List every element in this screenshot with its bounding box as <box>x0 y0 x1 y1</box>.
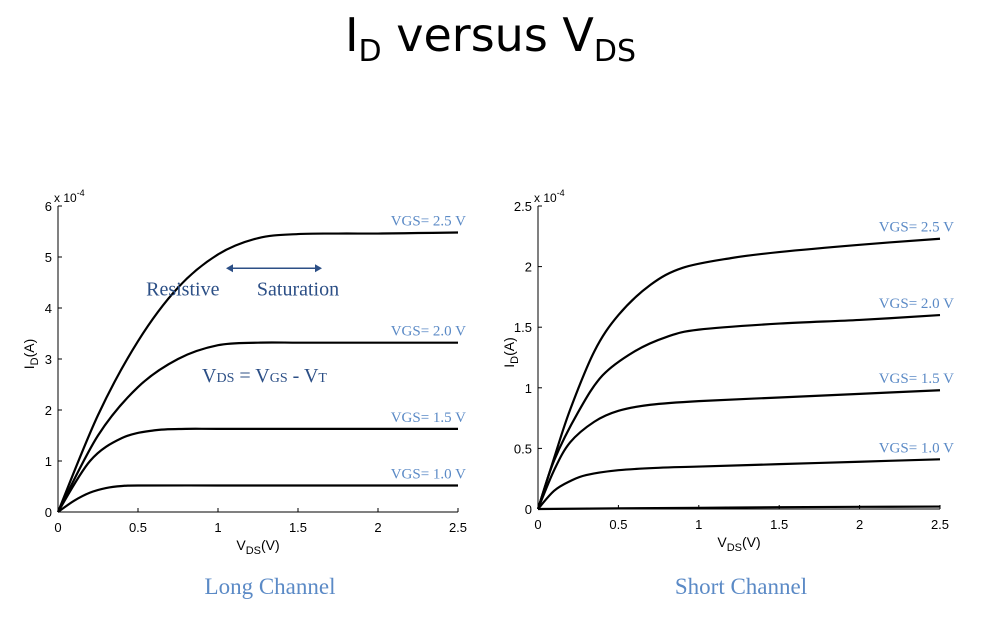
y-tick-label: 2 <box>525 260 532 275</box>
annotation-boundary-equation: VDS = VGS - VT <box>202 365 327 387</box>
series-line <box>537 458 941 510</box>
x-tick-label: 0.5 <box>129 520 147 535</box>
eq-gs: GS <box>270 371 288 386</box>
series-line <box>536 313 941 510</box>
y-tick-label: 5 <box>45 250 52 265</box>
x-axis-label-sub: DS <box>727 542 742 554</box>
arrow-head-left <box>226 264 233 273</box>
eq-ds: DS <box>216 371 234 386</box>
y-tick-label: 1 <box>525 381 532 396</box>
x-axis-label-main: V <box>717 534 727 550</box>
series-label: VGS= 2.0 V <box>879 296 954 312</box>
eq-mid: = V <box>234 365 270 387</box>
series-line <box>537 505 941 511</box>
y-tick-label: 2 <box>45 403 52 418</box>
series-line <box>57 341 458 513</box>
series-label: VGS= 1.0 V <box>879 440 954 456</box>
x-axis-label-tail: (V) <box>261 537 280 553</box>
x-tick-label: 2.5 <box>931 517 949 532</box>
chart-caption: Short Channel <box>675 574 807 599</box>
y-multiplier-base: x 10 <box>534 191 557 205</box>
y-axis-label-tail: (A) <box>501 337 517 356</box>
x-tick-label: 2.5 <box>449 520 467 535</box>
page-title: ID versus VDS <box>344 8 637 69</box>
chart-short-channel: 0 0.5 1 1.5 2 2.500.511.522.5x 10-4VDS(V)ID(A… <box>501 188 954 599</box>
x-tick-label: 0 <box>534 517 541 532</box>
eq-v: V <box>202 365 217 387</box>
y-tick-label: 4 <box>45 301 52 316</box>
y-axis-label-main: I <box>501 364 517 368</box>
x-tick-label: 0.5 <box>609 517 627 532</box>
y-tick-label: 1.5 <box>514 320 532 335</box>
y-axis-label-sub: D <box>509 356 521 364</box>
x-axis-label-tail: (V) <box>742 534 761 550</box>
y-multiplier-base: x 10 <box>54 191 77 205</box>
eq-end: - V <box>288 365 319 387</box>
y-axis-label: ID(A) <box>501 337 521 368</box>
annotation-saturation: Saturation <box>257 278 339 300</box>
x-tick-label: 1.5 <box>770 517 788 532</box>
x-tick-label: 1 <box>695 517 702 532</box>
y-tick-label: 6 <box>45 199 52 214</box>
y-multiplier-exponent: -4 <box>557 188 565 198</box>
eq-t: T <box>318 371 327 386</box>
x-tick-label: 2 <box>856 517 863 532</box>
series-label: VGS= 2.5 V <box>391 214 466 230</box>
y-tick-label: 3 <box>45 352 52 367</box>
y-tick-label: 1 <box>45 454 52 469</box>
arrow-head-right <box>315 264 322 273</box>
x-axis-label-main: V <box>236 537 246 553</box>
x-tick-label: 1 <box>214 520 221 535</box>
x-axis-label-sub: DS <box>246 545 261 557</box>
y-axis-label: ID(A) <box>21 339 41 370</box>
y-multiplier: x 10-4 <box>54 188 85 205</box>
series-label: VGS= 2.5 V <box>879 220 954 236</box>
y-tick-label: 0 <box>525 502 532 517</box>
x-axis-label: VDS(V) <box>717 534 760 554</box>
y-tick-label: 2.5 <box>514 199 532 214</box>
y-axis-label-sub: D <box>29 357 41 365</box>
y-tick-label: 0.5 <box>514 441 532 456</box>
y-multiplier-exponent: -4 <box>77 188 85 198</box>
x-tick-label: 1.5 <box>289 520 307 535</box>
series-line <box>536 237 941 510</box>
series-line <box>56 231 459 513</box>
series-label: VGS= 1.5 V <box>391 410 466 426</box>
series-line <box>57 427 458 513</box>
y-tick-label: 0 <box>45 505 52 520</box>
series-label: VGS= 1.0 V <box>391 466 466 482</box>
chart-caption: Long Channel <box>205 574 336 599</box>
annotation-resistive: Resistive <box>146 278 219 300</box>
y-axis-label-tail: (A) <box>21 339 37 358</box>
x-tick-label: 2 <box>374 520 381 535</box>
series-label: VGS= 2.0 V <box>391 324 466 340</box>
y-multiplier: x 10-4 <box>534 188 565 205</box>
series-line <box>536 389 941 510</box>
x-axis-label: VDS(V) <box>236 537 279 557</box>
series-label: VGS= 1.5 V <box>879 371 954 387</box>
series-line <box>57 484 458 513</box>
y-axis-label-main: I <box>21 365 37 369</box>
x-tick-label: 0 <box>54 520 61 535</box>
